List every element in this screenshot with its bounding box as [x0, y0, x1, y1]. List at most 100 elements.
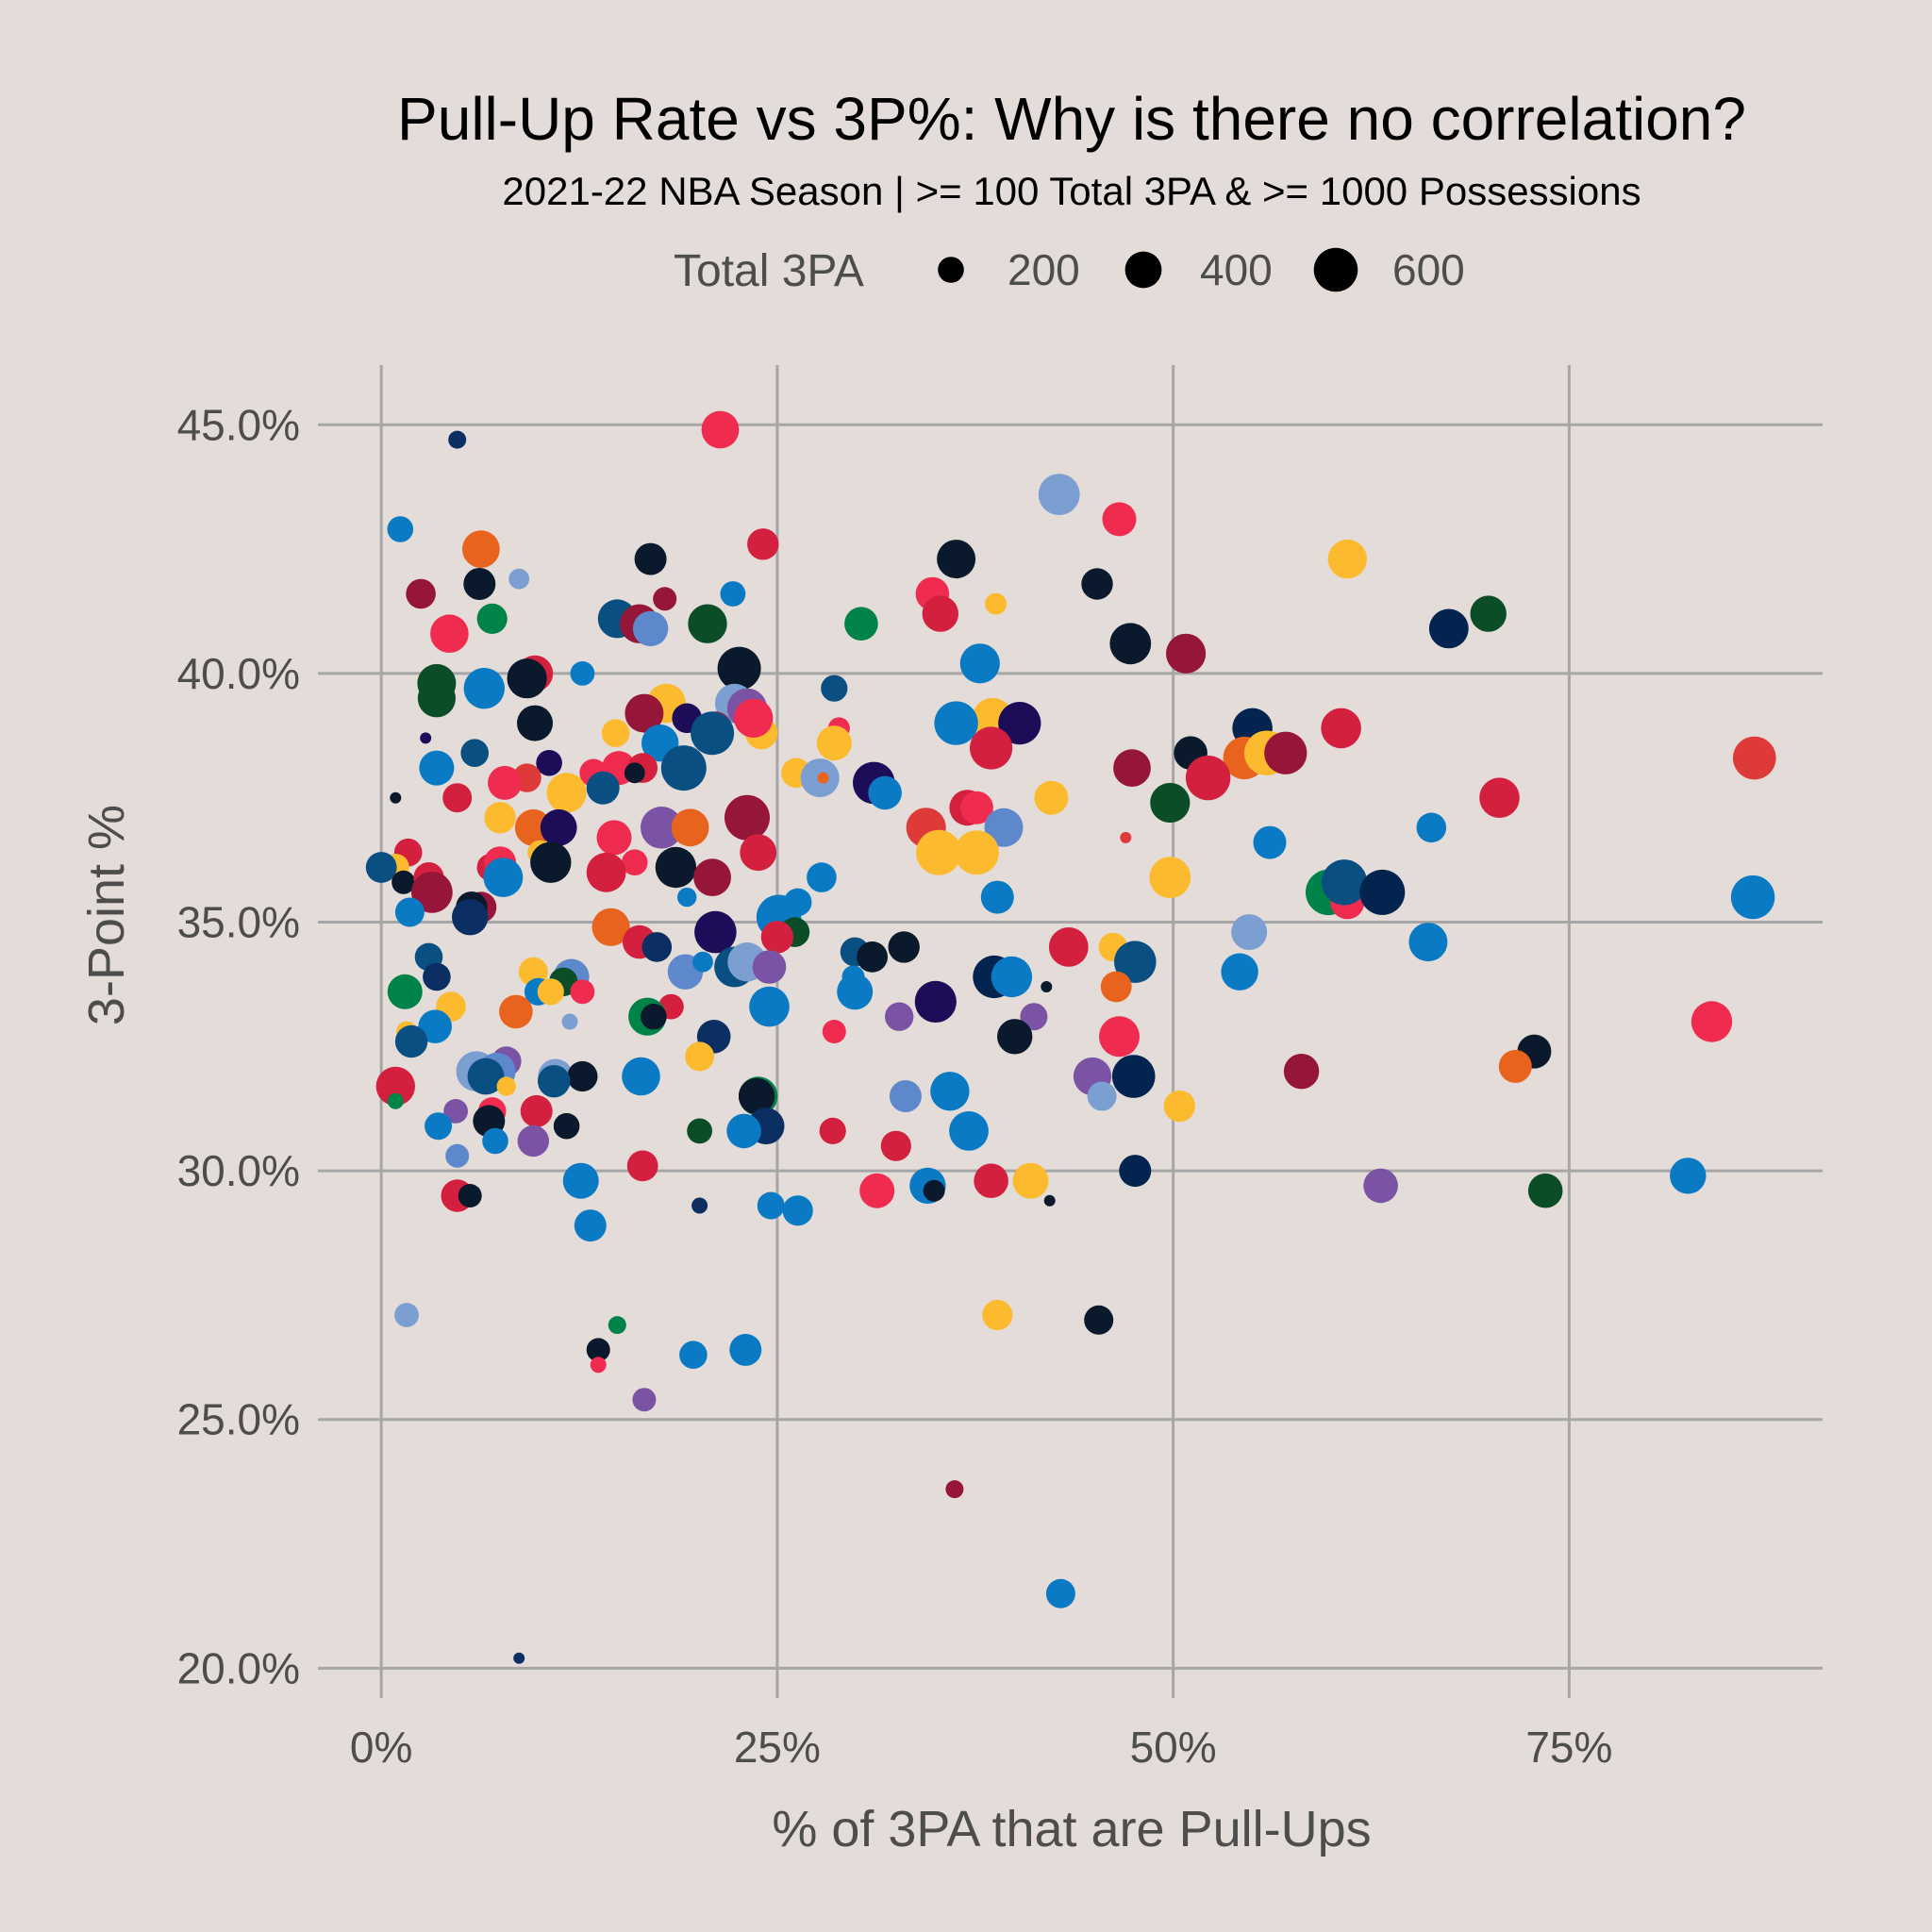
data-point: [417, 679, 456, 718]
data-point: [462, 530, 500, 568]
data-point: [1041, 981, 1053, 992]
data-point: [1012, 1162, 1049, 1199]
data-point: [1416, 812, 1447, 843]
data-point: [985, 592, 1008, 615]
data-point: [694, 910, 737, 954]
data-point: [1321, 708, 1361, 749]
chart-title: Pull-Up Rate vs 3P%: Why is there no cor…: [397, 85, 1746, 153]
data-point: [822, 1020, 846, 1043]
data-point: [1690, 1001, 1733, 1042]
data-point: [546, 773, 587, 813]
data-point: [458, 1184, 482, 1208]
data-point: [1264, 731, 1307, 774]
data-point: [984, 808, 1024, 847]
data-point: [954, 830, 999, 875]
data-point: [591, 908, 630, 946]
data-point: [868, 775, 902, 810]
data-point: [816, 725, 852, 761]
data-point: [819, 1117, 846, 1144]
x-tick-label: 25%: [734, 1723, 821, 1772]
data-point: [922, 595, 958, 632]
data-point: [622, 849, 648, 875]
data-point: [419, 750, 455, 786]
data-point: [483, 858, 524, 897]
data-point: [488, 765, 523, 800]
data-point: [586, 771, 620, 805]
data-point: [974, 1163, 1008, 1198]
data-point: [959, 791, 993, 824]
data-point: [1150, 782, 1191, 824]
data-point: [590, 1357, 607, 1374]
data-point: [553, 1112, 580, 1140]
data-point: [536, 750, 562, 776]
data-point: [934, 701, 978, 745]
data-point: [1043, 1194, 1056, 1207]
data-point: [738, 1077, 775, 1115]
data-point: [406, 578, 436, 609]
data-point: [482, 1127, 508, 1155]
data-point: [463, 568, 496, 600]
data-point: [930, 1072, 970, 1111]
data-point: [688, 604, 727, 643]
data-point: [394, 1303, 419, 1327]
legend-size-key: [1124, 251, 1162, 289]
data-point: [622, 1057, 660, 1096]
x-tick-label: 0%: [350, 1723, 412, 1772]
x-axis-title: % of 3PA that are Pull-Ups: [772, 1801, 1371, 1857]
data-point: [1084, 1305, 1114, 1335]
data-point: [1020, 1003, 1048, 1031]
data-point: [1038, 474, 1080, 515]
data-point: [757, 1191, 785, 1220]
data-point: [1221, 953, 1258, 991]
data-point: [634, 542, 667, 575]
data-point: [857, 941, 888, 973]
data-point: [467, 1058, 505, 1095]
data-point: [394, 1024, 428, 1058]
data-point: [679, 1341, 708, 1369]
data-point: [693, 858, 731, 896]
data-point: [608, 1316, 626, 1335]
data-point: [1111, 1055, 1156, 1098]
data-point: [1231, 914, 1268, 951]
data-point: [448, 430, 467, 449]
y-axis-title: 3-Point %: [78, 805, 135, 1025]
data-point: [821, 675, 848, 702]
data-point: [740, 834, 777, 872]
data-point: [460, 739, 489, 767]
data-point: [484, 802, 516, 834]
data-point: [734, 698, 774, 738]
data-point: [685, 1041, 715, 1072]
data-point: [1081, 568, 1113, 600]
x-tick-labels: 0% 25% 50% 75%: [350, 1723, 1612, 1772]
data-point: [1102, 502, 1137, 537]
data-point: [1408, 923, 1448, 962]
data-point: [885, 1002, 914, 1031]
data-point: [423, 962, 451, 991]
data-point: [760, 921, 794, 954]
data-point: [445, 1143, 470, 1168]
legend-size-key: [1313, 247, 1358, 292]
data-point: [540, 808, 577, 846]
data-point: [641, 932, 673, 962]
data-point: [387, 516, 414, 542]
data-point: [749, 986, 790, 1027]
data-point: [1109, 623, 1152, 665]
data-point: [375, 1066, 415, 1107]
data-point: [970, 726, 1013, 770]
data-point: [959, 643, 1000, 684]
data-point: [949, 1111, 989, 1151]
data-point: [717, 646, 761, 691]
data-point: [538, 1065, 571, 1098]
data-point: [1113, 749, 1151, 787]
data-point: [982, 1299, 1013, 1331]
legend-label: 600: [1392, 245, 1465, 294]
data-point: [496, 1076, 516, 1096]
data-point: [1185, 755, 1231, 801]
y-tick-label: 40.0%: [177, 649, 300, 698]
data-point: [442, 783, 473, 813]
data-point: [570, 979, 595, 1005]
data-point: [991, 956, 1033, 998]
data-point: [1479, 777, 1520, 818]
data-point: [507, 658, 547, 699]
